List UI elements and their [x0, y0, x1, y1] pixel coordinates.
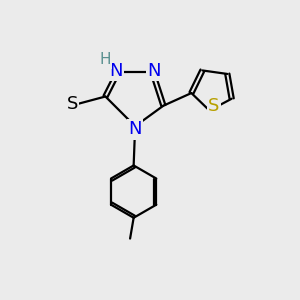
- Text: N: N: [128, 120, 142, 138]
- Text: H: H: [99, 52, 111, 68]
- Text: N: N: [110, 62, 123, 80]
- Text: N: N: [147, 62, 161, 80]
- Text: S: S: [67, 95, 78, 113]
- Text: S: S: [208, 97, 220, 115]
